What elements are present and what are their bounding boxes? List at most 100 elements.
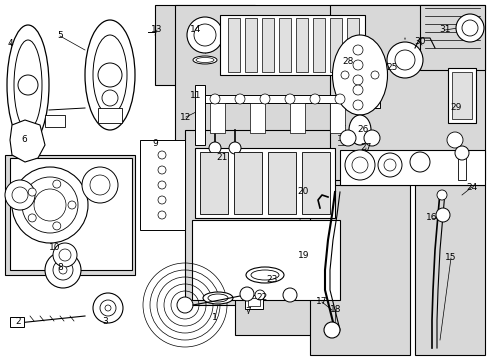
Bar xyxy=(329,18,341,72)
Circle shape xyxy=(254,290,264,300)
Circle shape xyxy=(446,132,462,148)
Bar xyxy=(140,140,184,230)
Circle shape xyxy=(177,297,193,313)
Circle shape xyxy=(235,94,244,104)
Bar xyxy=(155,5,254,85)
Bar xyxy=(339,150,484,185)
Circle shape xyxy=(158,151,165,159)
Bar xyxy=(98,108,122,123)
Circle shape xyxy=(53,222,61,230)
Text: 13: 13 xyxy=(151,26,163,35)
Circle shape xyxy=(68,201,76,209)
Text: 4: 4 xyxy=(7,39,13,48)
Bar xyxy=(234,152,262,214)
Bar xyxy=(195,85,204,145)
Text: 24: 24 xyxy=(466,183,477,192)
Circle shape xyxy=(240,287,253,301)
Circle shape xyxy=(53,180,61,188)
Text: 18: 18 xyxy=(329,306,341,315)
Text: 1: 1 xyxy=(212,314,218,323)
Circle shape xyxy=(53,243,77,267)
Bar xyxy=(329,103,345,133)
Text: 14: 14 xyxy=(190,26,201,35)
Ellipse shape xyxy=(203,292,232,304)
Text: 23: 23 xyxy=(266,275,277,284)
Circle shape xyxy=(93,293,123,323)
Text: 9: 9 xyxy=(152,139,158,148)
Bar xyxy=(209,103,224,133)
Circle shape xyxy=(352,100,362,110)
Bar xyxy=(244,18,257,72)
Circle shape xyxy=(436,190,446,200)
Circle shape xyxy=(352,45,362,55)
Bar xyxy=(359,90,379,108)
Bar xyxy=(10,158,132,270)
Bar xyxy=(200,152,227,214)
Bar xyxy=(5,155,135,275)
Circle shape xyxy=(45,252,81,288)
Circle shape xyxy=(208,142,221,154)
Circle shape xyxy=(98,63,122,87)
Text: 6: 6 xyxy=(21,135,27,144)
Circle shape xyxy=(90,175,110,195)
Circle shape xyxy=(339,130,355,146)
Circle shape xyxy=(309,94,319,104)
Text: 30: 30 xyxy=(413,37,425,46)
Text: 25: 25 xyxy=(386,63,397,72)
Text: 29: 29 xyxy=(449,104,461,112)
Circle shape xyxy=(352,75,362,85)
Circle shape xyxy=(194,24,216,46)
Text: 17: 17 xyxy=(316,297,327,306)
Circle shape xyxy=(158,181,165,189)
Bar xyxy=(329,5,484,180)
Circle shape xyxy=(386,42,422,78)
Circle shape xyxy=(12,167,88,243)
Polygon shape xyxy=(10,120,45,162)
Text: 22: 22 xyxy=(256,293,267,302)
Circle shape xyxy=(53,260,73,280)
Circle shape xyxy=(283,288,296,302)
Bar xyxy=(267,152,295,214)
Text: 3: 3 xyxy=(102,318,108,327)
Circle shape xyxy=(340,71,348,79)
Ellipse shape xyxy=(85,20,135,130)
Circle shape xyxy=(409,152,429,172)
Bar xyxy=(192,220,339,300)
Bar xyxy=(447,68,475,123)
Bar xyxy=(414,185,484,355)
Text: 21: 21 xyxy=(216,153,227,162)
Ellipse shape xyxy=(7,25,49,145)
Circle shape xyxy=(351,157,367,173)
Circle shape xyxy=(34,189,66,221)
Text: 7: 7 xyxy=(244,307,250,316)
Circle shape xyxy=(383,159,395,171)
Bar xyxy=(419,5,484,70)
Bar xyxy=(295,18,307,72)
Circle shape xyxy=(285,94,294,104)
Circle shape xyxy=(22,177,78,233)
Ellipse shape xyxy=(250,270,279,280)
Text: 8: 8 xyxy=(57,264,63,273)
Text: 27: 27 xyxy=(360,144,371,153)
Circle shape xyxy=(461,20,477,36)
Bar xyxy=(244,295,263,309)
Ellipse shape xyxy=(93,35,127,115)
Circle shape xyxy=(59,266,67,274)
Bar xyxy=(302,152,329,214)
Circle shape xyxy=(454,146,468,160)
Text: 5: 5 xyxy=(57,31,63,40)
Bar xyxy=(247,298,260,306)
Circle shape xyxy=(345,150,374,180)
Circle shape xyxy=(158,211,165,219)
Text: 28: 28 xyxy=(342,58,353,67)
Ellipse shape xyxy=(348,115,370,145)
Circle shape xyxy=(82,167,118,203)
Bar xyxy=(346,18,358,72)
Text: 15: 15 xyxy=(445,253,456,262)
Circle shape xyxy=(59,249,71,261)
Circle shape xyxy=(352,60,362,70)
Circle shape xyxy=(100,300,116,316)
Ellipse shape xyxy=(193,56,217,64)
Text: 20: 20 xyxy=(297,188,308,197)
Bar xyxy=(45,115,65,127)
